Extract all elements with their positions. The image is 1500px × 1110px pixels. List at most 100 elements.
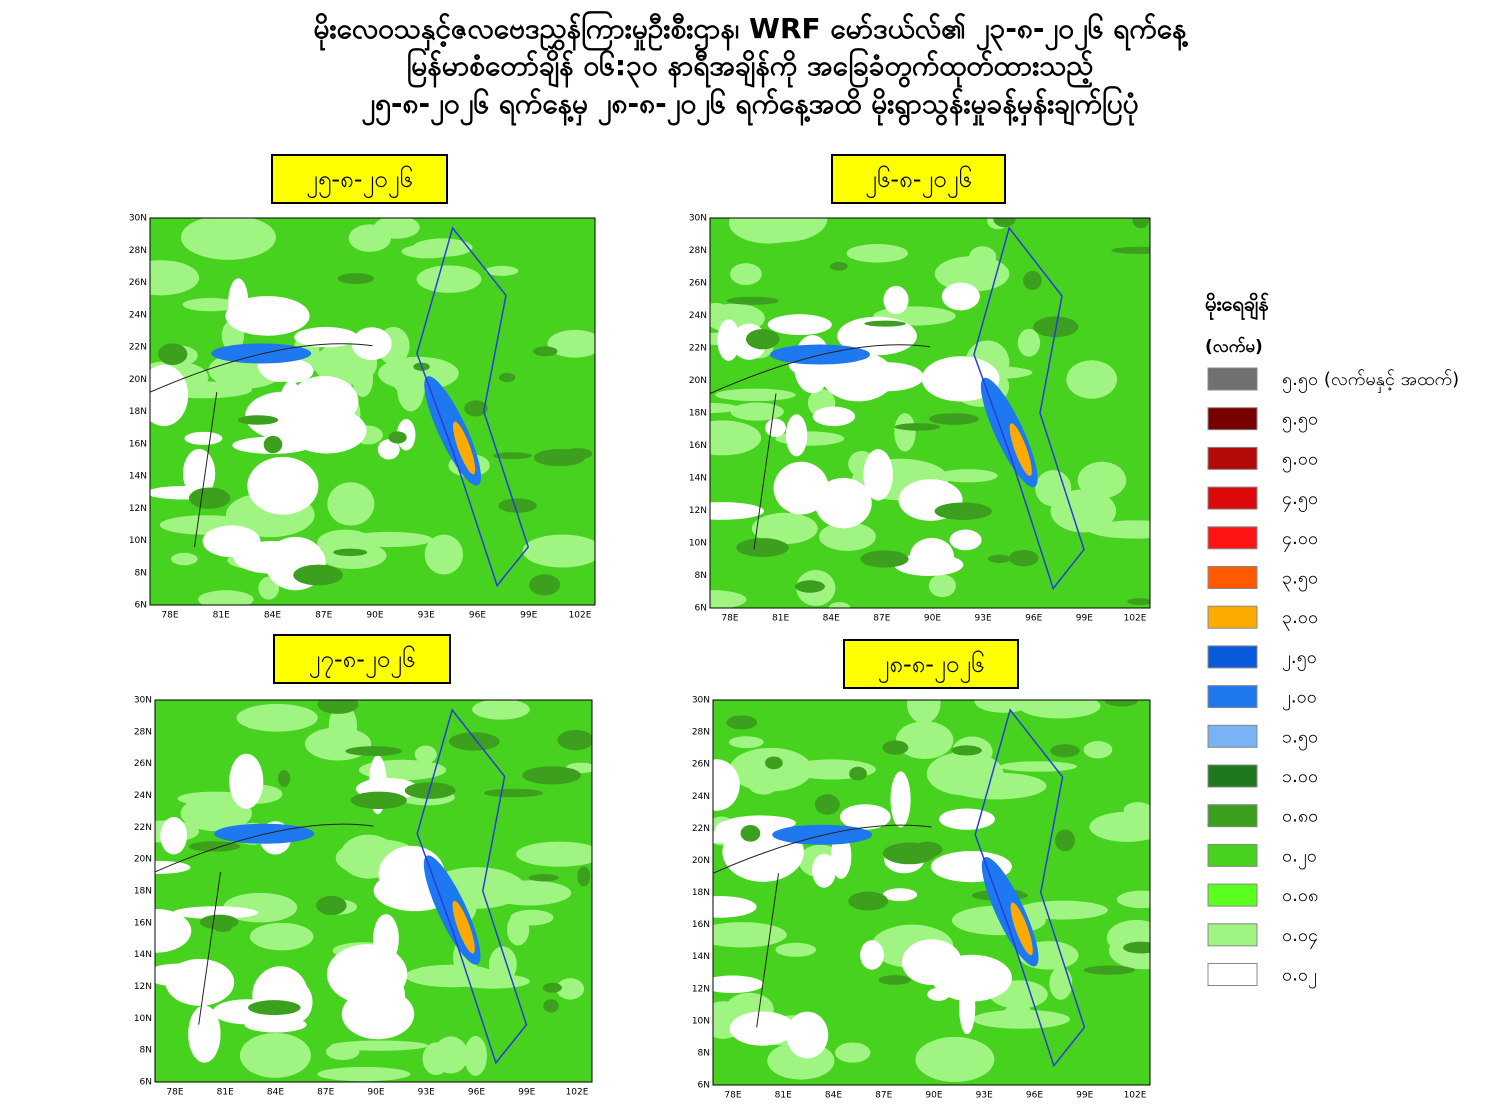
lat-label: 30N: [692, 696, 710, 706]
date-box: [271, 154, 448, 204]
light-rain: [1003, 1003, 1033, 1025]
heavy-rain: [770, 344, 870, 365]
moderate-rain: [316, 895, 347, 916]
coastline: [710, 344, 931, 550]
myanmar-border: [974, 708, 1086, 1068]
light-rain: [748, 774, 778, 795]
light-rain: [834, 1042, 871, 1063]
light-rain: [999, 761, 1077, 772]
moderate-rain: [277, 770, 291, 787]
lon-label: 84E: [823, 614, 840, 624]
moderate-rain: [529, 574, 561, 596]
coastline: [155, 823, 374, 1025]
dry-area: [713, 896, 757, 918]
lat-label: 24N: [129, 310, 147, 320]
lon-label: 90E: [366, 611, 383, 621]
moderate-rain: [350, 791, 407, 810]
lat-label: 14N: [134, 950, 152, 960]
moderate-rain: [483, 788, 543, 798]
moderate-rain: [577, 866, 591, 887]
lon-label: 102E: [566, 1088, 589, 1098]
light-rain: [345, 531, 433, 548]
legend-label: ၅.၀၀: [1282, 448, 1318, 472]
lat-label: 8N: [695, 571, 707, 581]
lat-label: 12N: [689, 506, 707, 516]
lat-label: 14N: [689, 474, 707, 484]
rain-map: [150, 218, 595, 605]
dry-area: [839, 804, 891, 830]
light-rain: [1018, 700, 1101, 719]
moderate-rain: [912, 841, 943, 858]
lon-label: 99E: [1076, 1091, 1093, 1101]
lat-label: 10N: [692, 1016, 710, 1026]
light-rain: [894, 413, 916, 452]
lon-label: 102E: [1124, 614, 1147, 624]
legend-swatch: [1207, 963, 1258, 986]
dry-area: [959, 980, 976, 1035]
dry-area: [830, 833, 852, 879]
light-rain: [974, 700, 1033, 713]
light-rain: [424, 534, 464, 575]
dry-area: [173, 906, 259, 919]
lon-label: 93E: [976, 1091, 993, 1101]
light-rain: [1083, 741, 1113, 759]
lat-label: 30N: [134, 696, 152, 706]
panel-date: ၂၅-၈-၂၀၂၆: [306, 164, 413, 198]
light-rain: [348, 224, 392, 252]
lat-label: 24N: [134, 791, 152, 801]
light-rain: [317, 1066, 411, 1082]
dry-area: [725, 815, 796, 831]
lat-label: 22N: [134, 823, 152, 833]
heavy-rain: [772, 824, 873, 845]
lat-label: 14N: [692, 952, 710, 962]
light-rain: [506, 913, 530, 946]
dry-area: [713, 975, 764, 993]
moderate-rain: [188, 487, 231, 509]
lat-label: 20N: [692, 856, 710, 866]
moderate-rain: [726, 296, 779, 305]
moderate-rain: [464, 400, 488, 417]
moderate-rain: [543, 999, 559, 1013]
lon-label: 78E: [166, 1088, 183, 1098]
coastline: [713, 824, 932, 1028]
moderate-rain: [214, 925, 232, 933]
light-rain: [715, 388, 796, 402]
dry-area: [921, 356, 1000, 402]
moderate-rain: [795, 580, 825, 593]
light-rain: [405, 964, 499, 988]
moderate-rain: [849, 766, 867, 781]
legend-swatch: [1207, 486, 1258, 510]
light-rain: [180, 218, 276, 260]
dry-area: [765, 418, 786, 437]
moderate-rain: [894, 423, 941, 431]
light-rain: [728, 218, 809, 244]
lon-label: 102E: [1124, 1091, 1147, 1101]
moderate-rain: [188, 841, 241, 852]
very-heavy-rain: [1010, 902, 1033, 956]
legend-swatch: [1207, 407, 1258, 431]
light-rain: [401, 244, 454, 259]
moderate-rain: [492, 452, 532, 460]
dry-area: [860, 940, 884, 970]
legend-swatch: [1207, 367, 1258, 391]
lon-label: 96E: [469, 611, 486, 621]
lat-label: 20N: [689, 376, 707, 386]
legend-label: ၄.၀၀: [1282, 528, 1318, 552]
dry-area: [785, 414, 808, 457]
lat-label: 18N: [134, 887, 152, 897]
lon-label: 81E: [775, 1091, 792, 1101]
moderate-rain: [1083, 965, 1135, 975]
light-rain: [485, 265, 519, 276]
moderate-rain: [293, 564, 343, 586]
dry-area: [941, 282, 980, 311]
lat-label: 8N: [698, 1048, 710, 1058]
legend-label: ၂.၀၀: [1282, 687, 1317, 711]
lat-label: 16N: [134, 918, 152, 928]
lon-label: 84E: [825, 1091, 842, 1101]
light-rain: [710, 420, 762, 456]
light-rain: [258, 576, 279, 600]
legend-label: ၃.၅၀: [1282, 568, 1318, 592]
legend-swatch: [1207, 446, 1258, 470]
moderate-rain: [987, 554, 1011, 564]
